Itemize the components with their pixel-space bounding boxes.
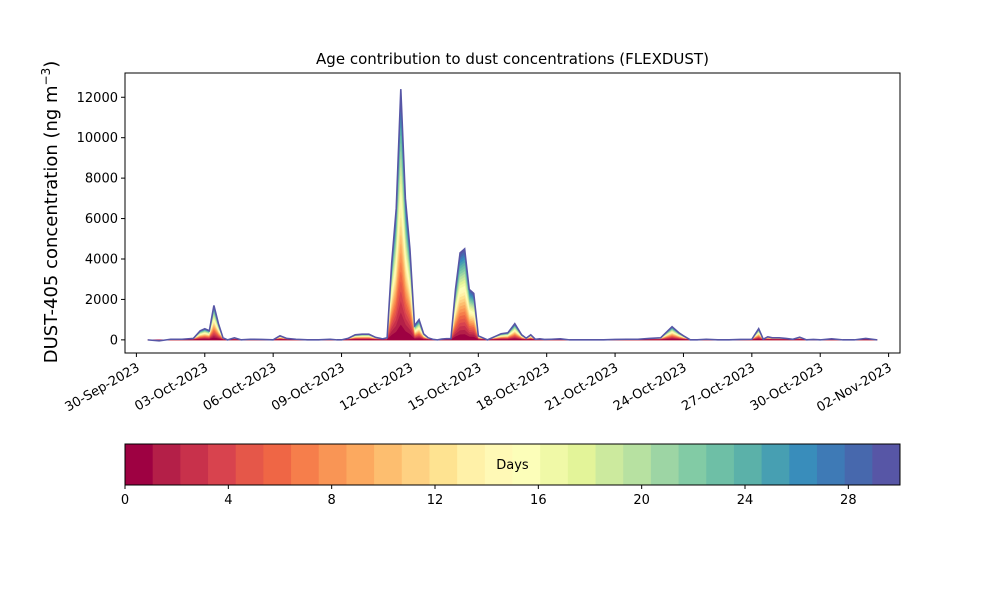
x-tick-label: 03-Oct-2023 (132, 360, 210, 414)
y-tick-label: 12000 (77, 91, 118, 106)
colorbar-band (208, 444, 237, 485)
y-tick-label: 10000 (77, 131, 118, 146)
x-tick-label: 02-Nov-2023 (814, 360, 894, 415)
colorbar-band (263, 444, 292, 485)
age-band-22 (147, 127, 878, 342)
y-tick-label: 6000 (85, 212, 118, 227)
age-band-24 (147, 112, 878, 342)
colorbar-band (318, 444, 347, 485)
colorbar-tick-label: 28 (840, 493, 857, 508)
age-band-13 (147, 200, 878, 341)
y-axis: 0 2000 4000 6000 8000 10000 12000 (77, 91, 125, 348)
x-tick-label: 06-Oct-2023 (201, 360, 279, 414)
y-tick-label: 2000 (85, 293, 118, 308)
age-band-25 (147, 104, 878, 342)
colorbar-band (872, 444, 901, 485)
colorbar-bands (125, 444, 901, 485)
colorbar-band (152, 444, 181, 485)
colorbar-band (374, 444, 403, 485)
colorbar-band (540, 444, 569, 485)
colorbar-band (291, 444, 320, 485)
y-tick-label: 8000 (85, 172, 118, 187)
age-band-9 (147, 235, 878, 341)
age-band-23 (147, 119, 878, 342)
colorbar-ticks: 0 4 8 12 16 20 24 28 (121, 485, 857, 508)
colorbar-band (650, 444, 680, 485)
colorbar-band (346, 444, 375, 485)
colorbar-band (401, 444, 430, 485)
colorbar-band (484, 444, 513, 485)
colorbar-band (512, 444, 541, 485)
colorbar-band (733, 444, 763, 485)
colorbar-band (429, 444, 458, 485)
colorbar-band (844, 444, 873, 485)
age-band-11 (147, 217, 878, 341)
y-axis-label: DUST-405 concentration (ng m−3) (39, 61, 62, 364)
age-band-16 (147, 175, 878, 341)
colorbar: Days 0 4 8 12 16 20 24 28 (121, 443, 901, 508)
age-band-20 (147, 143, 878, 341)
colorbar-tick-label: 0 (121, 493, 129, 508)
age-band-15 (147, 184, 878, 341)
x-axis: 30-Sep-202303-Oct-202306-Oct-202309-Oct-… (63, 353, 895, 415)
colorbar-band (678, 444, 707, 485)
colorbar-band (789, 444, 818, 485)
x-tick-label: 30-Oct-2023 (748, 360, 826, 414)
age-band-21 (147, 135, 878, 341)
colorbar-band (457, 444, 486, 485)
colorbar-label: Days (496, 458, 529, 473)
x-tick-label: 21-Oct-2023 (543, 360, 621, 414)
colorbar-tick-label: 16 (530, 493, 547, 508)
age-band-17 (147, 167, 878, 341)
colorbar-tick-label: 12 (427, 493, 444, 508)
x-tick-label: 09-Oct-2023 (269, 360, 347, 414)
colorbar-band (180, 444, 209, 485)
colorbar-tick-label: 24 (737, 493, 754, 508)
age-band-26 (147, 96, 878, 342)
age-band-19 (147, 151, 878, 341)
colorbar-tick-label: 8 (328, 493, 336, 508)
y-tick-label: 4000 (85, 252, 118, 267)
plot-frame (124, 72, 901, 354)
age-band-14 (147, 192, 878, 341)
x-tick-label: 15-Oct-2023 (406, 360, 484, 414)
y-tick-label: 0 (110, 333, 118, 348)
age-areas (147, 89, 878, 342)
colorbar-tick-label: 20 (633, 493, 650, 508)
x-tick-label: 24-Oct-2023 (611, 360, 689, 414)
plot-area (124, 72, 901, 354)
colorbar-frame (124, 443, 901, 486)
chart-title: Age contribution to dust concentrations … (316, 50, 709, 68)
colorbar-tick-label: 4 (224, 493, 232, 508)
colorbar-band (235, 444, 264, 485)
x-tick-label: 12-Oct-2023 (338, 360, 416, 414)
colorbar-band (816, 444, 846, 485)
age-band-12 (147, 209, 878, 341)
age-band-27 (147, 89, 878, 342)
x-tick-label: 30-Sep-2023 (63, 360, 143, 415)
age-band-10 (147, 226, 878, 341)
total-concentration-line (147, 89, 878, 342)
age-band-18 (147, 159, 878, 341)
colorbar-band (761, 444, 790, 485)
x-tick-label: 27-Oct-2023 (679, 360, 757, 414)
colorbar-band (623, 444, 652, 485)
x-tick-label: 18-Oct-2023 (474, 360, 552, 414)
colorbar-band (567, 444, 597, 485)
colorbar-band (125, 444, 154, 485)
colorbar-band (706, 444, 735, 485)
colorbar-band (595, 444, 624, 485)
